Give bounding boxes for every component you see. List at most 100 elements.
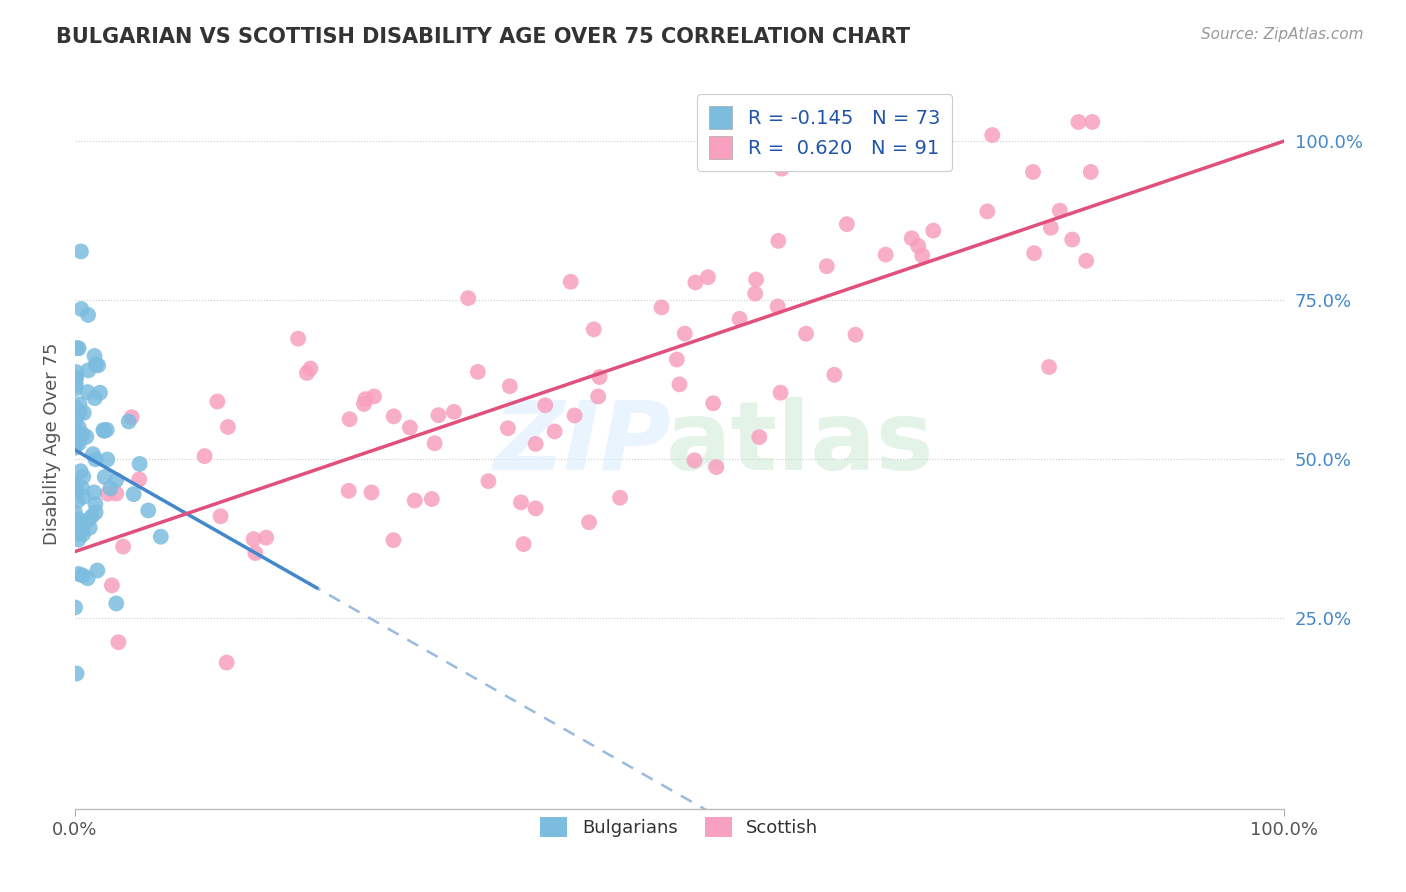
Point [423, 436, 446, 450]
Point [697, 270, 720, 285]
Point [65, 365, 87, 379]
Point [1081, 115, 1104, 129]
Point [794, 326, 817, 341]
Point [1049, 203, 1071, 218]
Point [65, 435, 87, 450]
Point [65, 425, 87, 439]
Point [207, 394, 229, 409]
Point [121, 410, 143, 425]
Point [105, 597, 128, 611]
Point [745, 272, 768, 286]
Point [67, 526, 90, 541]
Point [609, 491, 631, 505]
Point [80, 509, 103, 524]
Point [588, 370, 610, 384]
Point [1062, 233, 1084, 247]
Point [65, 479, 87, 493]
Point [295, 366, 318, 380]
Point [82, 447, 104, 461]
Point [72, 469, 94, 483]
Point [112, 540, 135, 554]
Point [768, 234, 790, 248]
Point [93, 470, 115, 484]
Point [702, 396, 724, 410]
Point [245, 546, 267, 560]
Point [875, 247, 897, 261]
Point [287, 332, 309, 346]
Point [86, 564, 108, 578]
Point [65, 478, 87, 492]
Point [73, 517, 96, 532]
Point [63, 600, 86, 615]
Point [101, 578, 124, 592]
Point [907, 239, 929, 253]
Point [354, 392, 377, 406]
Point [149, 530, 172, 544]
Point [766, 300, 789, 314]
Point [685, 276, 707, 290]
Point [128, 457, 150, 471]
Point [560, 275, 582, 289]
Point [844, 327, 866, 342]
Point [96, 452, 118, 467]
Point [443, 405, 465, 419]
Point [83, 391, 105, 405]
Point [69, 397, 91, 411]
Point [849, 120, 872, 135]
Point [118, 414, 141, 428]
Point [900, 231, 922, 245]
Point [65, 371, 87, 385]
Point [543, 425, 565, 439]
Point [83, 485, 105, 500]
Point [564, 409, 586, 423]
Point [63, 441, 86, 455]
Point [67, 533, 90, 547]
Point [122, 487, 145, 501]
Point [399, 420, 422, 434]
Point [499, 379, 522, 393]
Text: BULGARIAN VS SCOTTISH DISABILITY AGE OVER 75 CORRELATION CHART: BULGARIAN VS SCOTTISH DISABILITY AGE OVE… [56, 27, 910, 46]
Legend: Bulgarians, Scottish: Bulgarians, Scottish [533, 810, 825, 844]
Point [66, 407, 89, 421]
Point [73, 406, 96, 420]
Point [136, 503, 159, 517]
Point [353, 397, 375, 411]
Text: ZIP: ZIP [494, 397, 672, 490]
Point [65, 520, 87, 534]
Point [93, 424, 115, 438]
Point [194, 449, 217, 463]
Point [524, 437, 547, 451]
Point [77, 363, 100, 377]
Point [63, 414, 86, 428]
Point [360, 485, 382, 500]
Point [823, 368, 845, 382]
Point [83, 349, 105, 363]
Point [704, 460, 727, 475]
Point [84, 452, 107, 467]
Point [976, 204, 998, 219]
Point [512, 537, 534, 551]
Point [1080, 165, 1102, 179]
Point [209, 509, 232, 524]
Point [105, 473, 128, 487]
Point [586, 389, 609, 403]
Point [79, 521, 101, 535]
Point [339, 412, 361, 426]
Point [77, 513, 100, 527]
Point [84, 358, 107, 372]
Text: atlas: atlas [666, 397, 935, 490]
Point [1024, 246, 1046, 260]
Point [65, 484, 87, 499]
Point [63, 382, 86, 396]
Point [67, 420, 90, 434]
Point [66, 341, 89, 355]
Point [65, 666, 87, 681]
Point [87, 359, 110, 373]
Point [69, 464, 91, 478]
Point [815, 259, 838, 273]
Point [107, 635, 129, 649]
Point [67, 512, 90, 526]
Point [668, 377, 690, 392]
Point [75, 430, 97, 444]
Text: Source: ZipAtlas.com: Source: ZipAtlas.com [1201, 27, 1364, 42]
